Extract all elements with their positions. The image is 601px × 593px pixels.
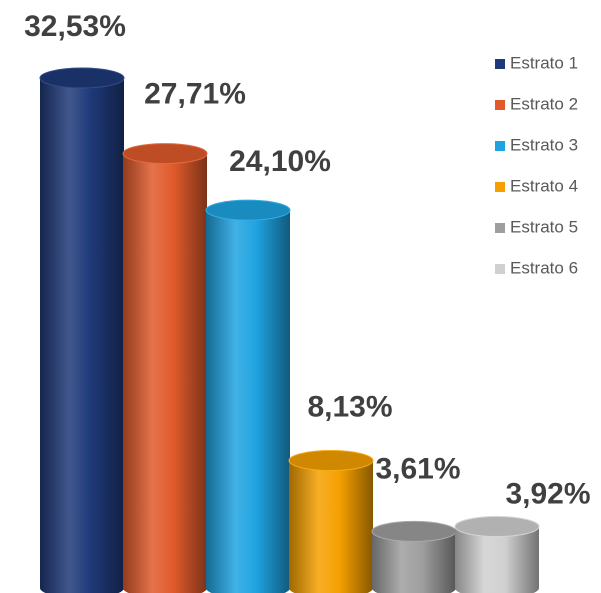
value-label: 8,13% [307, 390, 392, 423]
bar [123, 153, 207, 588]
bar [289, 460, 373, 588]
legend-label: Estrato 6 [510, 258, 578, 277]
value-label: 24,10% [229, 145, 331, 178]
legend-label: Estrato 3 [510, 135, 578, 154]
value-label: 27,71% [144, 77, 246, 110]
legend-swatch [495, 223, 505, 233]
legend-swatch [495, 182, 505, 192]
value-label: 3,61% [375, 452, 460, 485]
legend-label: Estrato 1 [510, 53, 578, 72]
legend-swatch [495, 59, 505, 69]
legend-swatch [495, 100, 505, 110]
bar-top [39, 67, 125, 89]
bar-top [205, 199, 291, 221]
legend-label: Estrato 2 [510, 94, 578, 113]
bar-top [454, 516, 540, 538]
bar [206, 210, 290, 588]
value-label: 32,53% [24, 10, 126, 43]
value-label: 3,92% [505, 477, 590, 510]
legend-label: Estrato 4 [510, 176, 578, 195]
legend-label: Estrato 5 [510, 217, 578, 236]
legend-swatch [495, 264, 505, 274]
bar-top [288, 450, 374, 472]
bar-top [371, 520, 457, 542]
bar [40, 78, 124, 588]
legend-swatch [495, 141, 505, 151]
bar-top [122, 143, 208, 165]
